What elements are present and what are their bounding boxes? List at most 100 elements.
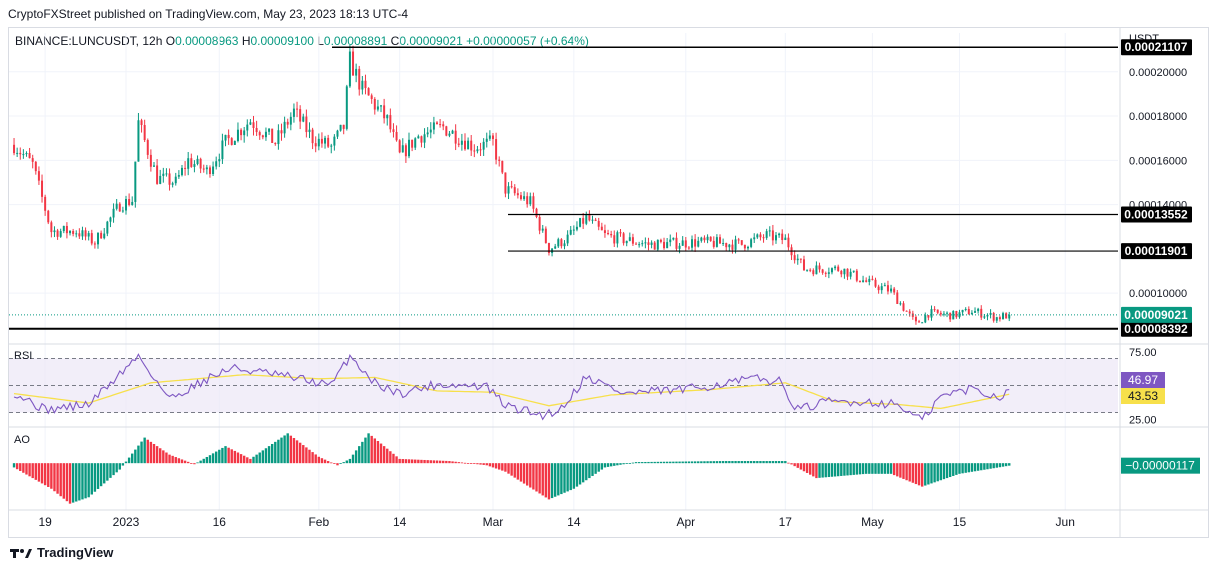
candle-body xyxy=(687,247,690,249)
ao-bar xyxy=(933,463,936,483)
ao-bar xyxy=(1008,463,1011,466)
rsi-line xyxy=(13,353,1010,421)
ao-bar xyxy=(333,463,336,464)
ao-bar xyxy=(137,445,140,464)
candle-body xyxy=(488,135,491,139)
footer-brand[interactable]: TradingView xyxy=(10,545,113,560)
candle-body xyxy=(448,133,451,136)
ao-bar xyxy=(976,463,980,471)
candle-body xyxy=(339,124,342,131)
candle-body xyxy=(681,240,684,246)
candle-body xyxy=(709,236,712,241)
candle-body xyxy=(986,314,989,317)
ao-bar xyxy=(948,463,952,478)
candle-body xyxy=(28,153,31,159)
ao-bar xyxy=(787,462,790,464)
candle-body xyxy=(336,130,339,137)
candle-body xyxy=(666,242,669,249)
candle-body xyxy=(849,271,852,277)
candle-body xyxy=(491,135,494,140)
ao-bar xyxy=(665,461,669,464)
ao-bar xyxy=(466,463,470,464)
candle-body xyxy=(268,128,271,132)
ao-bar xyxy=(759,461,762,464)
ao-bar xyxy=(414,459,417,464)
candle-body xyxy=(855,270,858,281)
ao-bar xyxy=(308,449,311,464)
ao-bar xyxy=(90,463,93,495)
ao-bar xyxy=(662,461,666,464)
candle-body xyxy=(983,316,986,318)
candle-body xyxy=(398,140,401,153)
price-grid xyxy=(9,27,1208,538)
candle-body xyxy=(809,269,812,271)
ao-bar xyxy=(298,442,302,464)
ao-bar xyxy=(429,460,432,464)
candle-body xyxy=(939,312,942,315)
candle-body xyxy=(575,226,578,230)
ao-bar xyxy=(274,441,277,464)
candle-body xyxy=(753,237,756,240)
level-badge-1: 0.00021107 xyxy=(1125,40,1188,54)
candle-body xyxy=(125,199,127,211)
ao-bar xyxy=(728,461,731,464)
ao-bar xyxy=(202,458,205,464)
ao-bar xyxy=(485,463,488,466)
ao-bar xyxy=(762,461,765,464)
ao-bar xyxy=(672,461,675,464)
candle-body xyxy=(47,210,50,223)
candle-body xyxy=(995,317,998,321)
chart-frame xyxy=(8,27,1209,538)
ao-bar xyxy=(423,459,426,464)
ao-bar xyxy=(491,463,495,468)
ao-bar xyxy=(616,463,619,466)
candle-body xyxy=(638,244,641,246)
ao-bar xyxy=(314,454,317,464)
ao-bar xyxy=(743,461,747,464)
high-value: 0.00009100 xyxy=(250,34,314,48)
candle-body xyxy=(317,138,320,147)
candle-body xyxy=(532,196,535,209)
time-tick-label: 15 xyxy=(953,515,967,529)
candle-body xyxy=(44,196,47,211)
ao-bar xyxy=(501,463,504,471)
ao-bar xyxy=(56,463,59,494)
ao-bar xyxy=(522,463,526,484)
ao-bar xyxy=(989,463,992,469)
candle-body xyxy=(557,239,560,247)
ao-bar xyxy=(199,460,202,464)
ao-bar xyxy=(939,463,943,481)
ao-bar xyxy=(264,448,268,464)
candle-body xyxy=(526,196,529,205)
candle-body xyxy=(802,259,805,271)
ao-bar xyxy=(970,463,974,472)
ao-bar xyxy=(463,462,467,464)
candle-body xyxy=(827,272,830,274)
ao-bar xyxy=(249,458,252,464)
ao-bar xyxy=(600,463,604,470)
candle-body xyxy=(212,166,215,175)
rsi-value-badge: 46.97 xyxy=(1128,373,1158,387)
ao-bar xyxy=(812,463,815,477)
candle-body xyxy=(650,242,653,245)
time-tick-label: Apr xyxy=(676,515,695,529)
ao-bar xyxy=(765,461,768,464)
ao-bar xyxy=(631,462,635,464)
candle-body xyxy=(896,292,899,304)
ao-bar xyxy=(594,463,597,474)
ao-bar xyxy=(914,463,918,485)
candle-body xyxy=(597,220,600,227)
candle-body xyxy=(289,116,292,125)
ao-bar xyxy=(771,461,775,464)
candle-body xyxy=(25,153,28,155)
candle-body xyxy=(504,172,507,194)
ao-pane: AO xyxy=(12,433,1011,504)
ao-bar xyxy=(305,447,308,464)
ao-bar xyxy=(283,435,286,464)
candle-body xyxy=(737,239,740,241)
candle-body xyxy=(554,246,557,249)
ao-bar xyxy=(809,463,812,475)
ao-bar xyxy=(1001,463,1005,467)
candle-body xyxy=(980,308,983,318)
